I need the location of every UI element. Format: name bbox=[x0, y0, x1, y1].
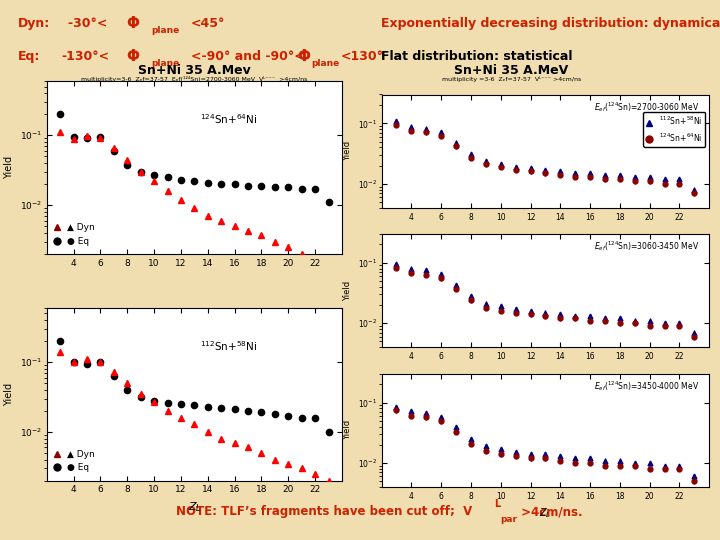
Text: <45°: <45° bbox=[191, 17, 225, 30]
Text: Φ: Φ bbox=[126, 49, 139, 64]
Text: Φ: Φ bbox=[126, 16, 139, 31]
Text: plane: plane bbox=[151, 26, 179, 35]
Text: par: par bbox=[500, 515, 517, 524]
Text: Eq:: Eq: bbox=[18, 50, 40, 63]
Text: multiplicity=3-6  Zₑf=37-57  Eₑf(¹²⁴Sn)=2700-3060 MeV  Vᴸ⁻⁻⁻  >4cm/ns: multiplicity=3-6 Zₑf=37-57 Eₑf(¹²⁴Sn)=27… bbox=[81, 76, 307, 82]
Text: Flat distribution: statistical: Flat distribution: statistical bbox=[381, 50, 572, 63]
Text: $^{124}$Sn+$^{64}$Ni: $^{124}$Sn+$^{64}$Ni bbox=[200, 112, 258, 126]
Text: $E_{ef}$($^{124}$Sn)=3060-3450 MeV: $E_{ef}$($^{124}$Sn)=3060-3450 MeV bbox=[594, 240, 699, 253]
Text: L: L bbox=[495, 498, 500, 509]
Text: plane: plane bbox=[312, 59, 340, 68]
Text: multiplicity =3-6  Zₑf=37-57  Vᴸ⁻⁻⁻ >4cm/ns: multiplicity =3-6 Zₑf=37-57 Vᴸ⁻⁻⁻ >4cm/n… bbox=[441, 76, 581, 82]
Text: -130°<: -130°< bbox=[61, 50, 109, 63]
X-axis label: $Z_L$: $Z_L$ bbox=[187, 500, 202, 514]
Text: Sn+Ni 35 A.MeV: Sn+Ni 35 A.MeV bbox=[454, 64, 568, 77]
Text: NOTE: TLF’s fragments have been cut off;  V: NOTE: TLF’s fragments have been cut off;… bbox=[176, 505, 472, 518]
Text: -30°<: -30°< bbox=[68, 17, 112, 30]
Text: <-90° and -90°<: <-90° and -90°< bbox=[191, 50, 305, 63]
Text: Dyn:: Dyn: bbox=[18, 17, 50, 30]
Legend: ▲ Dyn, ● Eq: ▲ Dyn, ● Eq bbox=[51, 447, 98, 476]
Text: plane: plane bbox=[151, 59, 179, 68]
Text: <130°: <130° bbox=[341, 50, 383, 63]
Text: Φ: Φ bbox=[297, 49, 310, 64]
Y-axis label: Yield: Yield bbox=[343, 141, 352, 161]
Text: $^{112}$Sn+$^{58}$Ni: $^{112}$Sn+$^{58}$Ni bbox=[200, 339, 258, 353]
Y-axis label: Yield: Yield bbox=[4, 156, 14, 179]
X-axis label: $Z_L$: $Z_L$ bbox=[539, 507, 552, 521]
Y-axis label: Yield: Yield bbox=[4, 383, 14, 406]
Text: Exponentially decreasing distribution: dynamical: Exponentially decreasing distribution: d… bbox=[381, 17, 720, 30]
Text: Sn+Ni 35 A.Mev: Sn+Ni 35 A.Mev bbox=[138, 64, 251, 77]
Text: >4cm/ns.: >4cm/ns. bbox=[516, 505, 582, 518]
Legend: ▲ Dyn, ● Eq: ▲ Dyn, ● Eq bbox=[51, 220, 98, 249]
Legend:  $^{112}$Sn+$^{58}$Ni,  $^{124}$Sn+$^{64}$Ni: $^{112}$Sn+$^{58}$Ni, $^{124}$Sn+$^{64}$… bbox=[643, 112, 706, 147]
Y-axis label: Yield: Yield bbox=[343, 420, 352, 441]
Text: $E_{ef}$($^{124}$Sn)=2700-3060 MeV: $E_{ef}$($^{124}$Sn)=2700-3060 MeV bbox=[594, 100, 699, 114]
Text: $E_{ef}$($^{124}$Sn)=3450-4000 MeV: $E_{ef}$($^{124}$Sn)=3450-4000 MeV bbox=[594, 379, 699, 393]
Y-axis label: Yield: Yield bbox=[343, 280, 352, 301]
